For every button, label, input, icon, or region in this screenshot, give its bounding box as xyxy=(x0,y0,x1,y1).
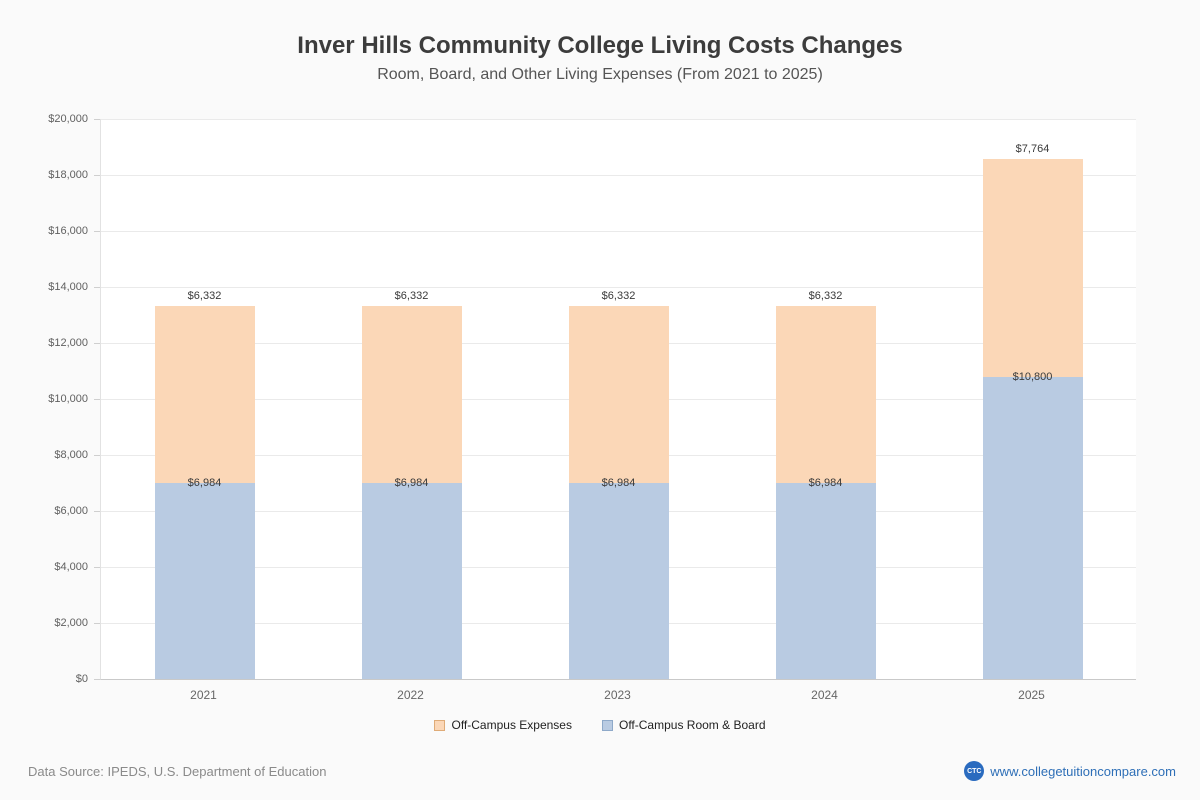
x-tick-label: 2022 xyxy=(397,688,424,702)
y-tick-label: $6,000 xyxy=(54,505,88,517)
y-axis-tick xyxy=(94,455,100,456)
bar-segment-off-campus-expenses xyxy=(568,306,669,484)
x-tick-label: 2023 xyxy=(604,688,631,702)
bar-segment-off-campus-room-and-board xyxy=(154,483,255,679)
y-tick-label: $20,000 xyxy=(48,113,88,125)
site-link[interactable]: CTC www.collegetuitioncompare.com xyxy=(964,761,1176,781)
y-tick-label: $10,000 xyxy=(48,393,88,405)
y-tick-label: $0 xyxy=(75,673,88,685)
bar-value-label: $6,332 xyxy=(394,290,429,303)
legend-label: Off-Campus Room & Board xyxy=(618,718,766,732)
y-tick-label: $16,000 xyxy=(48,225,88,237)
y-tick-label: $4,000 xyxy=(54,561,88,573)
data-source-note: Data Source: IPEDS, U.S. Department of E… xyxy=(28,764,327,779)
legend-swatch-icon xyxy=(434,719,446,731)
bar-segment-off-campus-room-and-board xyxy=(982,376,1083,679)
bar-segment-off-campus-expenses xyxy=(154,306,255,484)
y-axis-tick xyxy=(94,567,100,568)
bar-value-label: $6,984 xyxy=(394,477,429,490)
y-axis-tick xyxy=(94,119,100,120)
y-axis-tick xyxy=(94,343,100,344)
y-tick-label: $14,000 xyxy=(48,281,88,293)
y-axis-tick xyxy=(94,679,100,680)
y-axis-tick xyxy=(94,287,100,288)
chart-title: Inver Hills Community College Living Cos… xyxy=(297,32,903,59)
y-tick-label: $12,000 xyxy=(48,337,88,349)
y-axis-tick xyxy=(94,399,100,400)
grid-line xyxy=(101,119,1136,120)
y-tick-label: $18,000 xyxy=(48,169,88,181)
bar-value-label: $6,984 xyxy=(601,477,636,490)
x-tick-label: 2021 xyxy=(190,688,217,702)
chart-subtitle: Room, Board, and Other Living Expenses (… xyxy=(377,66,823,83)
y-tick-label: $2,000 xyxy=(54,617,88,629)
bar-value-label: $6,332 xyxy=(808,290,843,303)
y-tick-label: $8,000 xyxy=(54,449,88,461)
y-axis-tick xyxy=(94,175,100,176)
plot-area: $6,984 $6,332 $6,984 $6,332 $6,984 $6,332 $6,9… xyxy=(100,119,1136,680)
y-axis-tick xyxy=(94,231,100,232)
ctc-logo-icon: CTC xyxy=(964,761,985,781)
bar-segment-off-campus-room-and-board xyxy=(775,483,876,679)
legend-item[interactable]: Off-Campus Room & Board xyxy=(601,718,766,732)
bar-value-label: $6,984 xyxy=(808,477,843,490)
legend-label: Off-Campus Expenses xyxy=(451,718,572,732)
y-axis-tick xyxy=(94,511,100,512)
x-tick-label: 2025 xyxy=(1018,688,1045,702)
bar-segment-off-campus-room-and-board xyxy=(568,483,669,679)
bar-value-label: $6,332 xyxy=(187,290,222,303)
legend-item[interactable]: Off-Campus Expenses xyxy=(434,718,572,732)
y-axis-tick xyxy=(94,623,100,624)
bar-value-label: $7,764 xyxy=(1015,143,1050,156)
grid-line xyxy=(101,175,1136,176)
x-tick-label: 2024 xyxy=(811,688,838,702)
chart-legend: Off-Campus Expenses Off-Campus Room & Boa… xyxy=(0,718,1200,732)
site-url: www.collegetuitioncompare.com xyxy=(990,763,1176,779)
bar-value-label: $6,984 xyxy=(187,477,222,490)
grid-line xyxy=(101,231,1136,232)
bar-value-label: $10,800 xyxy=(1012,370,1053,383)
bar-value-label: $6,332 xyxy=(601,290,636,303)
bar-segment-off-campus-expenses xyxy=(361,306,462,484)
grid-line xyxy=(101,287,1136,288)
legend-swatch-icon xyxy=(601,719,613,731)
bar-segment-off-campus-expenses xyxy=(982,159,1083,377)
bar-segment-off-campus-room-and-board xyxy=(361,483,462,679)
bar-segment-off-campus-expenses xyxy=(775,306,876,484)
